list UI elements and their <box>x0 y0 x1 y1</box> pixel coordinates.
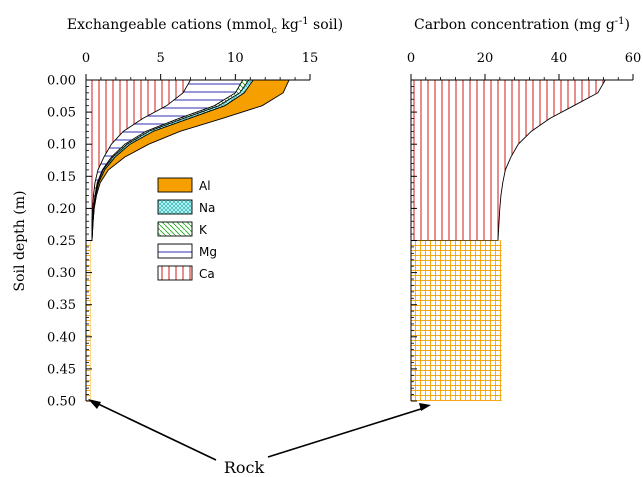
y-tick-label: 0.40 <box>47 330 76 345</box>
legend-swatch-na <box>157 199 193 215</box>
legend-label-al: Al <box>199 179 211 193</box>
x-tick-label: 20 <box>477 51 494 66</box>
x-tick-label: 5 <box>157 51 165 66</box>
carbon-panel: 0 20 40 60 Carbon concentration (mg g-1) <box>407 16 641 402</box>
y-tick-label: 0.10 <box>47 138 76 153</box>
y-tick-label: 0.35 <box>47 298 76 313</box>
legend-label-k: K <box>199 223 208 237</box>
x-tick-label: 0 <box>407 51 415 66</box>
rock-label: Rock <box>224 458 265 477</box>
title-part: Carbon concentration (mg g <box>414 17 615 33</box>
rock-arrowhead-left <box>88 399 101 409</box>
title-part: ) <box>625 17 630 33</box>
legend-label-mg: Mg <box>199 245 217 259</box>
area-ca <box>85 79 192 241</box>
area-carbon <box>410 79 607 241</box>
y-tick-label: 0.45 <box>47 362 76 377</box>
y-tick-label: 0.15 <box>47 170 76 185</box>
y-tick-label: 0.05 <box>47 106 76 121</box>
cations-rock-area <box>86 240 91 401</box>
rock-fill <box>411 240 502 401</box>
x-tick-label: 10 <box>227 51 244 66</box>
x-tick-label: 0 <box>82 51 90 66</box>
rock-annotation: Rock <box>88 399 431 477</box>
y-axis-label: Soil depth (m) <box>12 191 28 292</box>
title-subscript: c <box>271 25 277 36</box>
title-superscript: -1 <box>615 16 625 27</box>
title-superscript: -1 <box>299 16 309 27</box>
legend-swatch-al <box>157 177 193 193</box>
x-tick-label: 15 <box>302 51 319 66</box>
y-tick-label: 0.00 <box>47 74 76 89</box>
title-part: Exchangeable cations (mmol <box>67 17 272 33</box>
cations-title: Exchangeable cations (mmolc kg-1 soil) <box>67 16 343 36</box>
rock-arrow-left <box>93 401 217 461</box>
legend-swatch-ca <box>157 265 193 281</box>
carbon-areas <box>410 79 607 241</box>
rock-arrow-right <box>267 407 425 458</box>
cations-areas <box>85 79 290 241</box>
x-tick-label: 40 <box>551 51 568 66</box>
x-tick-label: 60 <box>625 51 642 66</box>
cations-y-ticks: 0.00 0.05 0.10 0.15 0.20 0.25 0.30 0.35 0.40 0.45… <box>47 74 92 410</box>
y-tick-label: 0.50 <box>47 395 76 410</box>
carbon-title: Carbon concentration (mg g-1) <box>414 16 630 33</box>
title-part: soil) <box>309 17 343 33</box>
carbon-rock-area <box>411 240 502 401</box>
carbon-x-ticks: 0 20 40 60 <box>407 51 641 80</box>
y-tick-label: 0.25 <box>47 234 76 249</box>
y-tick-label: 0.20 <box>47 202 76 217</box>
legend-label-ca: Ca <box>199 267 215 281</box>
cations-x-ticks: 0 5 10 15 <box>82 51 318 80</box>
legend: Al Na K Mg Ca <box>157 177 217 281</box>
title-part: kg <box>277 17 299 33</box>
legend-label-na: Na <box>199 201 215 215</box>
y-tick-label: 0.30 <box>47 266 76 281</box>
legend-swatch-k <box>157 221 193 237</box>
rock-arrowhead-right <box>419 403 431 411</box>
rock-fill <box>86 240 91 401</box>
legend-swatch-mg <box>157 243 193 259</box>
cations-panel: 0 5 10 15 0.000.050.100.150.200.250.300.350… <box>12 16 343 410</box>
